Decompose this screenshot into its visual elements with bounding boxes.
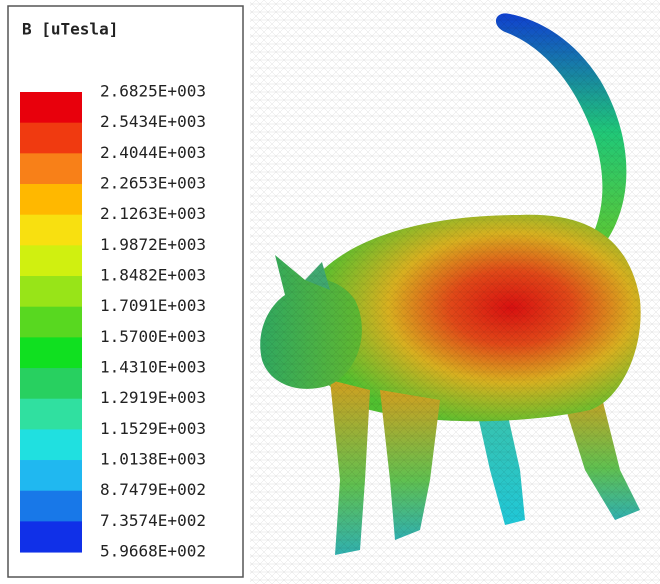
- color-swatch: [20, 521, 82, 553]
- color-swatch: [20, 92, 82, 124]
- color-swatch: [20, 306, 82, 338]
- legend-label: 2.6825E+003: [100, 82, 206, 101]
- legend-label: 2.4044E+003: [100, 143, 206, 162]
- legend-label: 1.7091E+003: [100, 296, 206, 315]
- legend-label: 2.2653E+003: [100, 174, 206, 193]
- color-swatch: [20, 245, 82, 277]
- color-swatch: [20, 184, 82, 216]
- color-swatch: [20, 122, 82, 154]
- color-swatch: [20, 429, 82, 461]
- legend-label: 5.9668E+002: [100, 542, 206, 561]
- legend-label: 1.9872E+003: [100, 235, 206, 254]
- legend-label: 2.1263E+003: [100, 204, 206, 223]
- color-swatch: [20, 276, 82, 308]
- legend-label: 1.5700E+003: [100, 327, 206, 346]
- legend-label: 7.3574E+002: [100, 511, 206, 530]
- legend-title: B [uTesla]: [22, 20, 118, 39]
- legend-label: 1.8482E+003: [100, 266, 206, 285]
- color-swatch: [20, 460, 82, 492]
- legend-label: 1.4310E+003: [100, 358, 206, 377]
- color-swatch: [20, 490, 82, 522]
- legend-label: 1.1529E+003: [100, 419, 206, 438]
- cat-mesh: [250, 0, 660, 584]
- legend-label: 1.0138E+003: [100, 450, 206, 469]
- color-swatch: [20, 214, 82, 246]
- legend: 2.6825E+003 2.5434E+003 2.4044E+003 2.2653E…: [20, 82, 206, 561]
- legend-label: 2.5434E+003: [100, 112, 206, 131]
- legend-label: 1.2919E+003: [100, 388, 206, 407]
- legend-label: 8.7479E+002: [100, 480, 206, 499]
- color-swatch: [20, 337, 82, 369]
- color-swatch: [20, 153, 82, 185]
- color-swatch: [20, 368, 82, 400]
- color-swatch: [20, 398, 82, 430]
